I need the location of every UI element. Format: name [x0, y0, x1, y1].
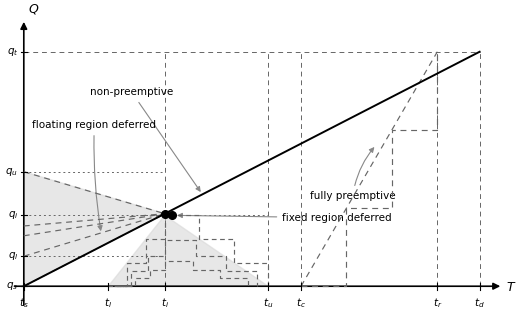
Text: $q_u$: $q_u$	[5, 166, 18, 178]
Text: $t_l$: $t_l$	[104, 296, 113, 310]
Polygon shape	[24, 172, 165, 286]
Text: fixed region deferred: fixed region deferred	[178, 213, 392, 223]
Text: $t_s$: $t_s$	[19, 296, 29, 310]
Text: $q_s$: $q_s$	[6, 280, 18, 292]
Text: $q_l$: $q_l$	[8, 250, 18, 262]
Text: $t_c$: $t_c$	[296, 296, 306, 310]
Text: floating region deferred: floating region deferred	[32, 120, 156, 230]
Polygon shape	[108, 215, 268, 286]
Text: non-preemptive: non-preemptive	[90, 87, 200, 191]
Text: fully preemptive: fully preemptive	[310, 148, 395, 201]
Text: $T$: $T$	[507, 281, 517, 294]
Text: $t_d$: $t_d$	[474, 296, 485, 310]
Text: $Q$: $Q$	[28, 2, 39, 16]
Text: $t_r$: $t_r$	[433, 296, 442, 310]
Text: $q_t$: $q_t$	[7, 46, 18, 58]
Text: $t_i$: $t_i$	[161, 296, 169, 310]
Text: $t_u$: $t_u$	[263, 296, 274, 310]
Text: $q_i$: $q_i$	[8, 209, 18, 221]
